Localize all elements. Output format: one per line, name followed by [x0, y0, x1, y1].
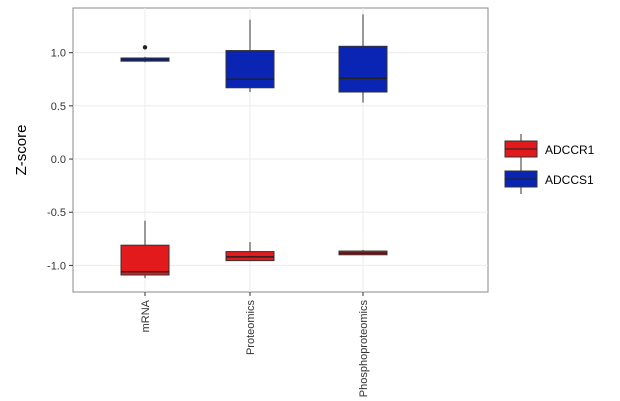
box-adccr1-mrna: [120, 220, 170, 279]
outlier-point: [142, 45, 148, 50]
box-adccr1-proteomics: [225, 242, 275, 262]
x-axis: mRNA Proteomics Phosphoproteomics: [140, 292, 370, 397]
y-axis-title: Z-score: [13, 125, 30, 176]
x-tick-label: mRNA: [140, 299, 152, 332]
box-adccr1-phosphoproteomics: [338, 249, 388, 256]
box-body: [225, 50, 275, 89]
y-tick-label: -1.0: [47, 260, 66, 272]
plot-panel: [72, 7, 489, 293]
y-tick-label: 1.0: [51, 48, 66, 60]
box-adccs1-mrna: [120, 45, 170, 63]
box-adccs1-phosphoproteomics: [338, 14, 388, 103]
x-tick-label: Proteomics: [245, 300, 257, 356]
legend-item-adccr1: ADCCR1: [504, 134, 595, 164]
box-body: [120, 244, 170, 276]
box-adccs1-proteomics: [225, 19, 275, 93]
y-tick-label: 0.5: [51, 101, 66, 113]
legend-label: ADCCS1: [545, 173, 594, 187]
box-series: [120, 14, 388, 279]
box-body: [225, 251, 275, 262]
y-tick-label: -0.5: [47, 207, 66, 219]
y-axis: 1.0 0.5 0.0 -0.5 -1.0: [47, 48, 73, 272]
box-body: [338, 45, 388, 93]
x-tick-label: Phosphoproteomics: [358, 300, 370, 398]
y-tick-label: 0.0: [51, 154, 66, 166]
legend-item-adccs1: ADCCS1: [504, 164, 594, 194]
legend: ADCCR1 ADCCS1: [504, 134, 595, 194]
legend-label: ADCCR1: [545, 143, 595, 157]
